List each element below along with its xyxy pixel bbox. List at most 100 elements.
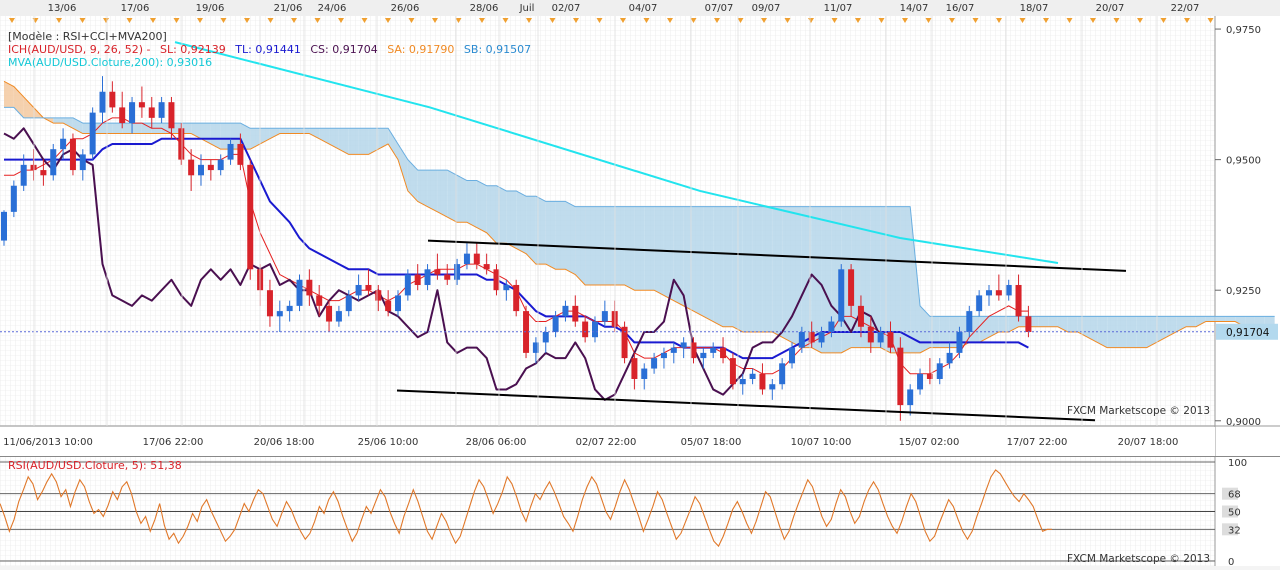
ichimoku-legend: ICH(AUD/USD, 9, 26, 52) - SL: 0,92139 TL…: [8, 43, 532, 56]
candle: [444, 264, 451, 285]
candle: [779, 358, 786, 390]
event-marker: [267, 18, 274, 23]
candle-body: [710, 347, 717, 353]
candle: [946, 342, 953, 369]
candle-body: [129, 102, 136, 124]
event-marker: [197, 18, 203, 23]
candle-body: [700, 352, 707, 359]
top-date-label: 04/07: [629, 3, 658, 14]
event-marker: [902, 18, 908, 23]
candle-body: [99, 91, 106, 113]
cloud-segment: [1195, 316, 1206, 327]
cloud-segment: [644, 206, 655, 291]
rsi-line: [0, 469, 1052, 548]
event-marker: [643, 18, 650, 23]
rsi-tick-label: 32: [1228, 525, 1241, 536]
candle: [759, 363, 766, 395]
candle-body: [926, 373, 933, 379]
candle-body: [148, 107, 155, 118]
cloud-segment: [604, 206, 615, 285]
cloud-segment: [910, 206, 921, 353]
top-date-label: 07/07: [705, 3, 734, 14]
cloud-segment: [1048, 316, 1058, 327]
top-date-label: 16/07: [946, 3, 975, 14]
candle-body: [158, 102, 165, 118]
candle: [582, 316, 589, 343]
cloud-segment: [309, 128, 320, 139]
candle-body: [89, 112, 96, 155]
mva-legend: MVA(AUD/USD.Cloture,200): 0,93016: [8, 56, 213, 69]
candle: [917, 368, 924, 395]
cloud-segment: [457, 175, 467, 223]
last-price-box: [1216, 323, 1278, 340]
event-marker: [9, 18, 15, 23]
cloud-segment: [210, 123, 221, 150]
candle: [769, 378, 776, 400]
candle-body: [217, 159, 224, 171]
cloud-segment: [63, 117, 73, 129]
cloud-segment: [299, 128, 310, 134]
top-date-label: 26/06: [391, 3, 420, 14]
cloud-segment: [250, 128, 261, 150]
event-marker: [1066, 18, 1073, 23]
event-marker: [291, 18, 297, 23]
candle-body: [552, 316, 559, 332]
cloud-segment: [141, 123, 152, 134]
event-marker: [79, 18, 86, 23]
candle-body: [286, 305, 293, 312]
candle: [335, 305, 342, 327]
event-marker: [244, 18, 250, 23]
candle: [700, 347, 707, 369]
candle-body: [601, 311, 608, 322]
event-marker: [220, 18, 227, 23]
top-date-label: 09/07: [752, 3, 781, 14]
candle-body: [365, 284, 372, 291]
cloud-segment: [880, 206, 891, 353]
cloud-segment: [289, 128, 300, 134]
event-marker: [596, 18, 603, 23]
cloud-segment: [535, 196, 546, 265]
cloud-segment: [870, 206, 881, 348]
cloud-segment: [526, 196, 536, 265]
ichimoku-cloud: [4, 81, 1275, 353]
cloud-segment: [1067, 316, 1078, 332]
cloud-segment: [368, 128, 379, 155]
event-marker: [314, 18, 321, 23]
cloud-segment: [752, 206, 763, 332]
cloud-segment: [1097, 316, 1108, 348]
candle-body: [227, 143, 234, 160]
candle-body: [493, 269, 500, 291]
event-marker: [526, 18, 532, 23]
candle: [798, 326, 805, 353]
candle-body: [986, 290, 992, 296]
candle-body: [385, 300, 392, 312]
y-tick-label: 0,9500: [1226, 156, 1261, 167]
event-marker: [385, 18, 391, 23]
top-date-label: 19/06: [196, 3, 225, 14]
candle: [276, 300, 283, 332]
candle-body: [867, 326, 874, 343]
candle-body: [789, 347, 795, 364]
template-legend: [Modèle : RSI+CCI+MVA200]: [8, 30, 167, 43]
event-marker: [620, 18, 626, 23]
cloud-segment: [742, 206, 753, 332]
cloud-segment: [1215, 316, 1226, 322]
candle: [483, 253, 490, 275]
top-date-label: 14/07: [900, 3, 929, 14]
candle-body: [188, 159, 195, 176]
candle-body: [857, 305, 864, 327]
candle: [907, 384, 914, 416]
candle-body: [69, 138, 76, 171]
bottom-time-label: 25/06 10:00: [358, 437, 419, 448]
candle-body: [424, 269, 431, 285]
candle: [621, 321, 628, 364]
cloud-segment: [516, 190, 527, 254]
candle: [956, 326, 963, 359]
cloud-segment: [920, 305, 930, 353]
candle: [365, 269, 372, 296]
top-date-label: 17/06: [121, 3, 150, 14]
event-marker: [784, 18, 791, 23]
candle-body: [138, 102, 145, 108]
event-marker: [56, 18, 62, 23]
bottom-time-label: 02/07 22:00: [576, 437, 637, 448]
